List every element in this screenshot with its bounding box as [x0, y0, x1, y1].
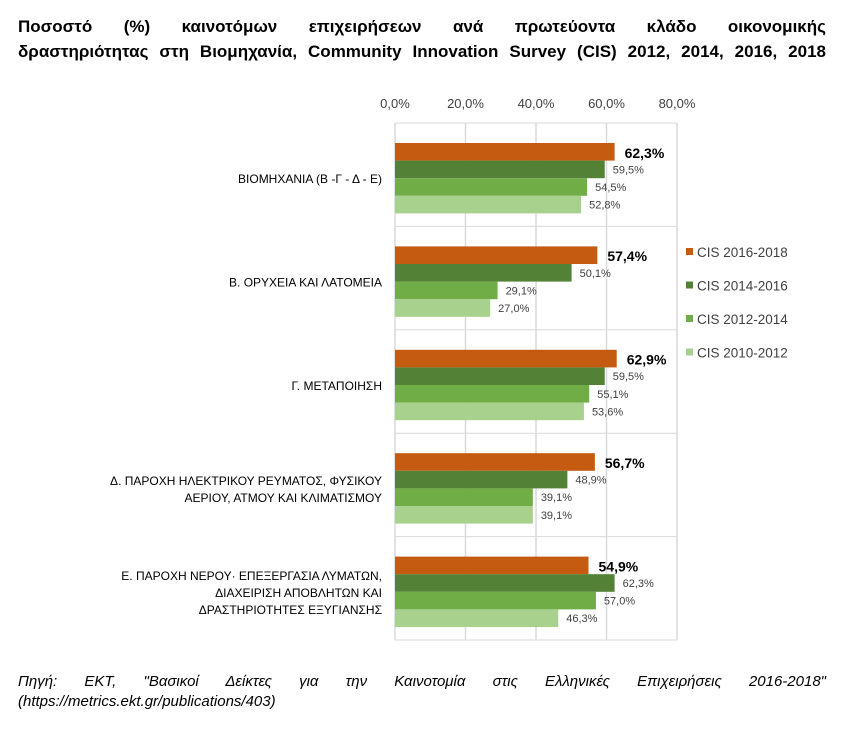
- bar: [395, 299, 491, 317]
- source-note: Πηγή: ΕΚΤ, "Βασικοί Δείκτες για την Καιν…: [18, 672, 826, 712]
- category-label: Δ. ΠΑΡΟΧΗ ΗΛΕΚΤΡΙΚΟΥ ΡΕΥΜΑΤΟΣ, ΦΥΣΙΚΟΥ: [110, 474, 382, 488]
- bar: [395, 488, 533, 506]
- title-line: δραστηριότητας στη Βιομηχανία, Community…: [18, 42, 826, 61]
- category-label: ΒΙΟΜΗΧΑΝΙΑ (Β -Γ - Δ - Ε): [238, 172, 382, 186]
- bar: [395, 402, 584, 421]
- data-label: 53,6%: [592, 406, 623, 418]
- legend-swatch: [686, 348, 693, 356]
- bar: [395, 349, 617, 368]
- bar: [395, 195, 582, 214]
- bar: [395, 470, 568, 489]
- bar: [395, 591, 596, 610]
- legend-swatch: [686, 315, 693, 322]
- data-label: 62,3%: [625, 145, 665, 161]
- x-tick-label: 20,0%: [447, 96, 484, 111]
- data-label: 56,7%: [605, 455, 645, 471]
- bar: [395, 385, 590, 403]
- data-label: 29,1%: [506, 285, 537, 297]
- data-label: 57,4%: [607, 248, 647, 264]
- chart-title: Ποσοστό (%) καινοτόμων επιχειρήσεων ανά …: [18, 14, 826, 64]
- legend-label: CIS 2016-2018: [697, 245, 788, 260]
- legend-swatch: [686, 248, 693, 255]
- legend-swatch: [686, 281, 693, 289]
- data-label: 55,1%: [597, 389, 628, 401]
- legend-label: CIS 2014-2016: [697, 279, 788, 294]
- title-line: Ποσοστό (%) καινοτόμων επιχειρήσεων ανά …: [18, 17, 826, 36]
- category-label: ΔΡΑΣΤΗΡΙΟΤΗΤΕΣ ΕΞΥΓΙΑΝΣΗΣ: [199, 603, 382, 617]
- data-label: 50,1%: [580, 268, 611, 280]
- data-label: 46,3%: [566, 613, 597, 625]
- x-tick-label: 80,0%: [659, 96, 696, 111]
- bar: [395, 367, 605, 385]
- legend-label: CIS 2012-2014: [697, 312, 788, 327]
- bar: [395, 281, 498, 300]
- category-label: Ε. ΠΑΡΟΧΗ ΝΕΡΟΥ· ΕΠΕΞΕΡΓΑΣΙΑ ΛΥΜΑΤΩΝ,: [121, 569, 382, 583]
- category-label: ΑΕΡΙΟΥ, ΑΤΜΟΥ ΚΑΙ ΚΛΙΜΑΤΙΣΜΟΥ: [185, 491, 382, 505]
- bar: [395, 556, 589, 575]
- data-label: 59,5%: [613, 371, 644, 383]
- data-label: 39,1%: [541, 492, 572, 504]
- data-label: 57,0%: [604, 596, 635, 608]
- category-label: Β. ΟΡΥΧΕΙΑ ΚΑΙ ΛΑΤΟΜΕΙΑ: [229, 276, 382, 290]
- bar: [395, 160, 605, 179]
- data-label: 52,8%: [589, 200, 620, 212]
- bar: [395, 264, 572, 282]
- x-tick-label: 60,0%: [588, 96, 625, 111]
- bar: [395, 506, 533, 524]
- x-tick-label: 0,0%: [380, 96, 410, 111]
- data-label: 62,3%: [623, 578, 654, 590]
- source-line: (https://metrics.ekt.gr/publications/403…: [18, 693, 276, 710]
- legend-label: CIS 2010-2012: [697, 346, 788, 361]
- bar: [395, 574, 615, 592]
- data-label: 48,9%: [575, 475, 606, 487]
- category-label: Γ. ΜΕΤΑΠΟΙΗΣΗ: [292, 379, 383, 393]
- bar: [395, 246, 598, 264]
- data-label: 39,1%: [541, 510, 572, 522]
- bar: [395, 178, 588, 196]
- bar: [395, 453, 595, 471]
- category-label: ΔΙΑΧΕΙΡΙΣΗ ΑΠΟΒΛΗΤΩΝ ΚΑΙ: [215, 586, 382, 600]
- bar: [395, 609, 559, 627]
- data-label: 54,5%: [595, 182, 626, 194]
- source-line: Πηγή: ΕΚΤ, "Βασικοί Δείκτες για την Καιν…: [18, 673, 826, 690]
- bar: [395, 143, 615, 161]
- data-label: 62,9%: [627, 352, 667, 368]
- data-label: 59,5%: [613, 164, 644, 176]
- data-label: 27,0%: [498, 303, 529, 315]
- data-label: 54,9%: [599, 558, 639, 574]
- x-tick-label: 40,0%: [518, 96, 555, 111]
